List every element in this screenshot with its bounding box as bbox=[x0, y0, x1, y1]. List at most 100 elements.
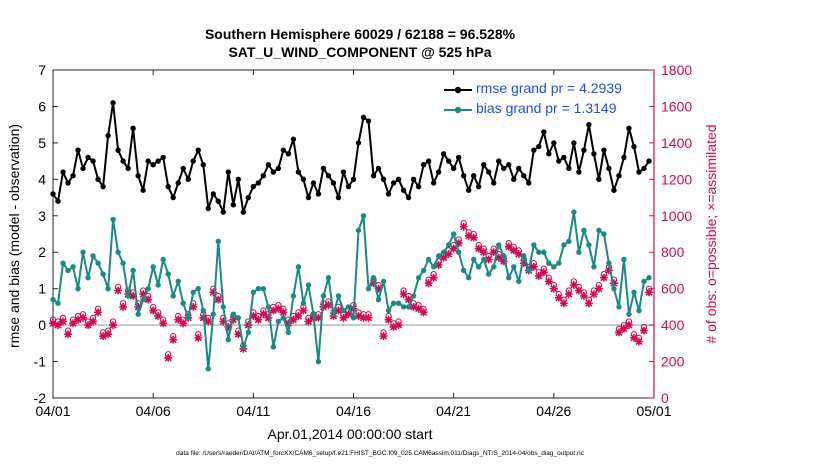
obs-assimilated-marker bbox=[209, 288, 218, 297]
bias-marker bbox=[450, 231, 457, 237]
rmse-marker bbox=[175, 180, 181, 186]
x-tick-label: 05/01 bbox=[636, 403, 671, 419]
rmse-marker bbox=[576, 169, 582, 175]
obs-assimilated-marker bbox=[54, 321, 62, 330]
bias-marker bbox=[255, 285, 262, 292]
bias-marker bbox=[430, 264, 437, 270]
bias-marker bbox=[576, 249, 582, 255]
bias-marker bbox=[300, 300, 307, 306]
obs-assimilated-marker bbox=[294, 312, 303, 320]
rmse-marker bbox=[501, 165, 507, 172]
rmse-marker bbox=[295, 169, 302, 175]
bias-marker bbox=[180, 300, 186, 306]
obs-assimilated-marker bbox=[579, 292, 588, 300]
obs-assimilated-marker bbox=[139, 290, 148, 299]
rmse-marker bbox=[60, 169, 66, 175]
rmse-marker bbox=[250, 183, 257, 190]
obs-assimilated-marker bbox=[379, 332, 388, 340]
obs-assimilated-marker bbox=[590, 290, 598, 299]
bias-marker bbox=[561, 242, 567, 248]
bias-marker bbox=[175, 278, 181, 285]
obs-assimilated-marker bbox=[399, 290, 408, 299]
rmse-marker bbox=[205, 205, 211, 212]
bias-marker bbox=[415, 275, 422, 281]
bias-marker bbox=[140, 296, 146, 303]
bias-marker bbox=[265, 304, 272, 310]
rmse-marker bbox=[220, 209, 226, 215]
obs-assimilated-marker bbox=[104, 330, 112, 339]
obs-assimilated-marker bbox=[569, 281, 578, 289]
rmse-marker bbox=[340, 169, 347, 175]
rmse-marker bbox=[100, 183, 106, 190]
obs-assimilated-marker bbox=[334, 306, 343, 315]
rmse-marker bbox=[65, 180, 71, 186]
obs-assimilated-marker bbox=[84, 321, 92, 330]
rmse-marker bbox=[55, 198, 61, 204]
rmse-marker bbox=[235, 176, 242, 183]
rmse-marker bbox=[430, 180, 437, 186]
obs-assimilated-marker bbox=[424, 279, 433, 288]
obs-assimilated-marker bbox=[154, 312, 163, 320]
obs-assimilated-marker bbox=[284, 319, 293, 328]
bias-marker bbox=[75, 285, 81, 292]
rmse-marker bbox=[285, 151, 292, 157]
bias-marker bbox=[486, 271, 492, 277]
obs-assimilated-marker bbox=[159, 319, 168, 328]
obs-assimilated-marker bbox=[409, 302, 418, 311]
bias-marker bbox=[536, 249, 542, 255]
rmse-marker bbox=[476, 183, 482, 190]
rmse-marker bbox=[481, 162, 487, 168]
obs-assimilated-marker bbox=[519, 259, 528, 268]
bias-marker bbox=[130, 267, 136, 274]
obs-assimilated-marker bbox=[479, 248, 488, 257]
bias-marker bbox=[160, 256, 166, 263]
obs-assimilated-marker bbox=[554, 293, 563, 302]
bias-marker bbox=[90, 253, 96, 259]
y-left-tick-label: 4 bbox=[38, 171, 46, 187]
bias-marker bbox=[85, 275, 91, 281]
obs-assimilated-marker bbox=[264, 313, 273, 322]
bias-marker bbox=[110, 216, 116, 223]
bias-marker bbox=[340, 307, 347, 314]
obs-assimilated-marker bbox=[514, 250, 523, 258]
rmse-marker bbox=[195, 147, 201, 153]
obs-assimilated-marker bbox=[384, 315, 393, 324]
rmse-marker bbox=[305, 194, 312, 201]
rmse-marker bbox=[145, 158, 151, 164]
bias-marker bbox=[465, 275, 472, 281]
legend-label-bias: bias grand pr = 1.3149 bbox=[476, 100, 617, 116]
bias-marker bbox=[410, 293, 417, 299]
bias-marker bbox=[435, 253, 442, 259]
rmse-marker bbox=[325, 172, 332, 179]
obs-assimilated-marker bbox=[149, 306, 158, 315]
x-tick-label: 04/16 bbox=[336, 403, 371, 419]
obs-assimilated-marker bbox=[364, 313, 373, 322]
bias-marker bbox=[425, 256, 432, 263]
rmse-marker bbox=[631, 143, 637, 150]
bias-marker bbox=[476, 264, 482, 270]
y-left-tick-label: 7 bbox=[38, 62, 46, 78]
bias-marker bbox=[350, 315, 357, 321]
rmse-marker bbox=[80, 165, 86, 172]
bias-marker bbox=[240, 344, 247, 350]
rmse-marker bbox=[180, 165, 186, 172]
bias-marker bbox=[200, 307, 206, 314]
obs-assimilated-marker bbox=[559, 299, 568, 308]
bias-marker bbox=[481, 256, 487, 263]
rmse-marker bbox=[566, 165, 572, 172]
obs-assimilated-marker bbox=[419, 308, 428, 317]
obs-assimilated-marker bbox=[605, 266, 613, 275]
bias-marker bbox=[325, 275, 332, 281]
rmse-marker bbox=[225, 169, 231, 175]
bias-marker bbox=[345, 304, 352, 310]
bias-marker bbox=[245, 329, 252, 336]
obs-assimilated-marker bbox=[584, 299, 593, 308]
obs-assimilated-marker bbox=[74, 315, 82, 324]
bias-marker bbox=[225, 336, 231, 343]
rmse-marker bbox=[335, 194, 342, 201]
y-left-tick-label: 0 bbox=[38, 317, 46, 333]
rmse-marker bbox=[230, 202, 236, 208]
obs-assimilated-marker bbox=[374, 284, 383, 293]
bias-marker bbox=[380, 278, 387, 285]
